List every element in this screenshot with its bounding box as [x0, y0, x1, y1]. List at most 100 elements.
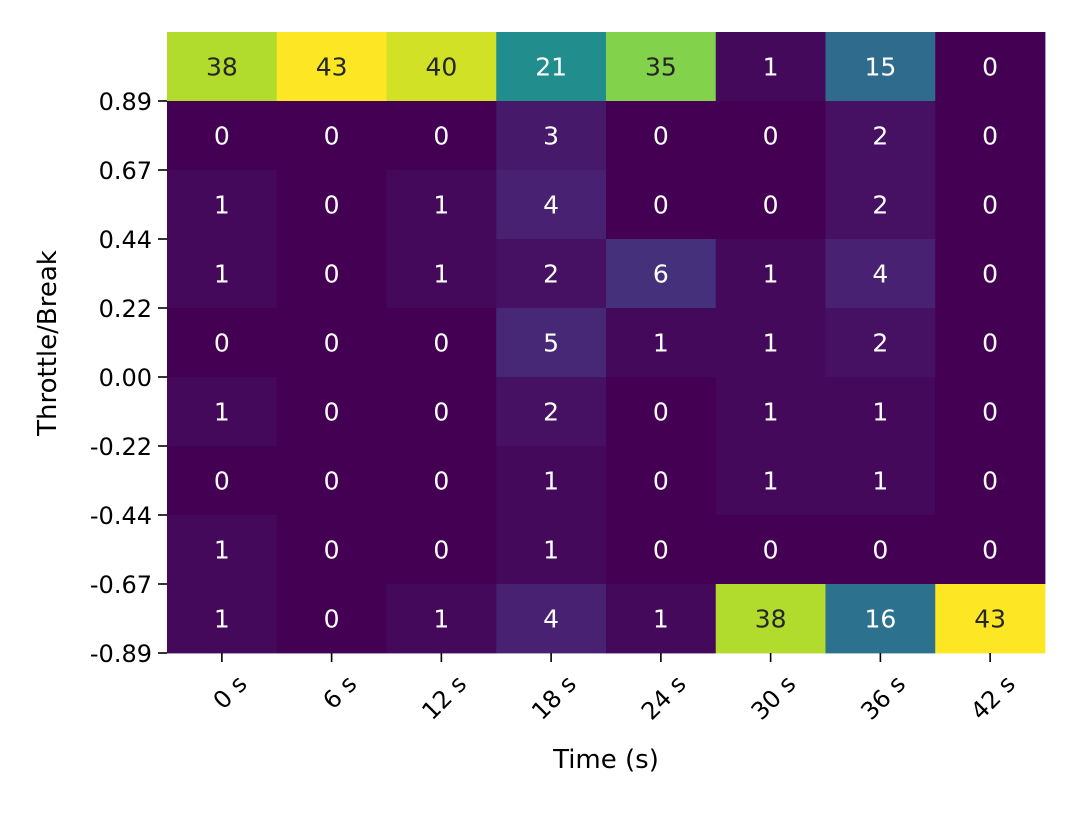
cell-value-label: 2: [872, 122, 888, 151]
heatmap-cell: [715, 170, 826, 240]
cell-value-label: 0: [214, 467, 230, 496]
heatmap-cell: [167, 239, 278, 309]
cell-value-label: 40: [425, 53, 457, 82]
cell-value-label: 1: [763, 398, 779, 427]
cell-value-label: 0: [324, 467, 340, 496]
cell-value-label: 2: [543, 398, 559, 427]
heatmap-cell: [276, 308, 387, 378]
cell-value-label: 1: [653, 329, 669, 358]
heatmap-cell: [715, 584, 826, 654]
heatmap-cell: [386, 170, 497, 240]
heatmap-cell: [935, 32, 1046, 102]
x-tick-label: 6 s: [317, 670, 362, 715]
heatmap-cell: [167, 446, 278, 516]
y-tick-label: 0.67: [99, 157, 152, 185]
heatmap-cell: [715, 308, 826, 378]
cells-layer: 38 43 40 21 35 1 15 00 0 0 3 0 0 2 01 0 1 4 0 0 2 01 0 1 2 6 1 4 00 0…: [167, 32, 1046, 654]
heatmap-cell: [386, 239, 497, 309]
cell-value-label: 5: [543, 329, 559, 358]
heatmap-cell: [606, 584, 717, 654]
cell-value-label: 38: [755, 605, 787, 634]
heatmap-cell: [715, 239, 826, 309]
heatmap-cell: [825, 446, 936, 516]
y-tick-label: 0.22: [99, 295, 152, 323]
cell-value-label: 0: [763, 536, 779, 565]
heatmap-cell: [167, 101, 278, 171]
cell-value-label: 2: [872, 191, 888, 220]
cell-value-label: 0: [324, 191, 340, 220]
heatmap-cell: [606, 446, 717, 516]
heatmap-cell: [825, 101, 936, 171]
cell-value-label: 16: [864, 605, 896, 634]
heatmap-cell: [386, 377, 497, 447]
cell-value-label: 0: [324, 398, 340, 427]
y-tick-label: -0.67: [90, 571, 152, 599]
heatmap-cell: [386, 584, 497, 654]
cell-value-label: 1: [872, 467, 888, 496]
heatmap-cell: [935, 170, 1046, 240]
cell-value-label: 1: [214, 398, 230, 427]
heatmap-cell: [496, 32, 607, 102]
cell-value-label: 1: [763, 467, 779, 496]
heatmap-cell: [167, 584, 278, 654]
x-axis-label: Time (s): [552, 745, 659, 775]
heatmap-cell: [167, 515, 278, 585]
heatmap-cell: [496, 101, 607, 171]
cell-value-label: 1: [763, 260, 779, 289]
cell-value-label: 0: [653, 191, 669, 220]
cell-value-label: 1: [763, 53, 779, 82]
heatmap-cell: [496, 446, 607, 516]
cell-value-label: 3: [543, 122, 559, 151]
heatmap-cell: [496, 377, 607, 447]
cell-value-label: 0: [982, 536, 998, 565]
cell-value-label: 4: [872, 260, 888, 289]
heatmap-cell: [606, 170, 717, 240]
heatmap-cell: [276, 584, 387, 654]
x-tick-label: 12 s: [416, 670, 472, 726]
cell-value-label: 35: [645, 53, 677, 82]
heatmap-cell: [167, 377, 278, 447]
heatmap-cell: [715, 377, 826, 447]
cell-value-label: 0: [433, 467, 449, 496]
cell-value-label: 0: [433, 398, 449, 427]
cell-value-label: 0: [324, 122, 340, 151]
x-tick-label: 24 s: [636, 670, 692, 726]
heatmap-cell: [496, 239, 607, 309]
heatmap-cell: [935, 101, 1046, 171]
heatmap-cell: [935, 515, 1046, 585]
heatmap-cell: [606, 32, 717, 102]
heatmap-cell: [606, 308, 717, 378]
heatmap-cell: [276, 101, 387, 171]
heatmap-cell: [606, 239, 717, 309]
cell-value-label: 0: [982, 398, 998, 427]
cell-value-label: 0: [653, 467, 669, 496]
heatmap-cell: [276, 377, 387, 447]
heatmap-cell: [606, 515, 717, 585]
cell-value-label: 1: [214, 191, 230, 220]
heatmap-cell: [276, 32, 387, 102]
cell-value-label: 0: [653, 122, 669, 151]
cell-value-label: 0: [324, 329, 340, 358]
cell-value-label: 0: [872, 536, 888, 565]
heatmap-cell: [496, 308, 607, 378]
cell-value-label: 6: [653, 260, 669, 289]
cell-value-label: 0: [324, 605, 340, 634]
cell-value-label: 38: [206, 53, 238, 82]
heatmap-cell: [825, 584, 936, 654]
heatmap-cell: [825, 377, 936, 447]
heatmap-cell: [825, 32, 936, 102]
y-tick-label: -0.44: [90, 502, 152, 530]
cell-value-label: 0: [214, 122, 230, 151]
cell-value-label: 1: [653, 605, 669, 634]
cell-value-label: 0: [982, 122, 998, 151]
heatmap-cell: [386, 32, 497, 102]
heatmap-cell: [386, 308, 497, 378]
y-axis-label: Throttle/Break: [33, 250, 63, 437]
cell-value-label: 4: [543, 191, 559, 220]
heatmap-cell: [935, 239, 1046, 309]
heatmap-cell: [386, 515, 497, 585]
y-tick-label: -0.22: [90, 433, 152, 461]
cell-value-label: 0: [982, 53, 998, 82]
